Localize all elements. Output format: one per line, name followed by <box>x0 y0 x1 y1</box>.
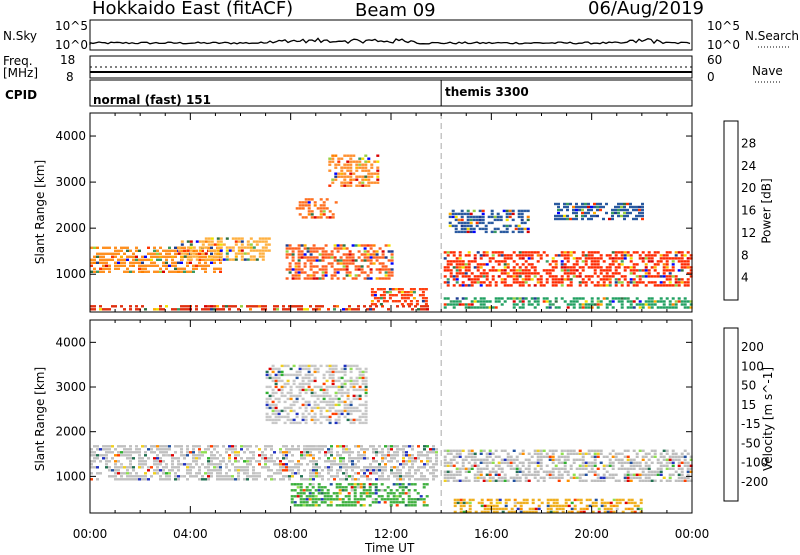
data-region-velocity-0 <box>90 445 438 481</box>
data-region-power-7 <box>443 251 693 287</box>
velocity-ylabel: Slant Range [km] <box>33 366 48 472</box>
ytick-label-velocity-1000: 1000 <box>55 469 86 483</box>
colorbar-tick-velocity-5: -50 <box>741 436 761 450</box>
xtick-label-0: 00:00 <box>73 527 108 541</box>
nave-label: Nave <box>752 64 783 78</box>
xtick-label-1: 04:00 <box>173 527 208 541</box>
colorbar-tick-velocity-1: 100 <box>741 359 764 373</box>
colorbar-tick-power-2: 20 <box>741 181 756 195</box>
data-region-power-4 <box>295 198 338 219</box>
chart-panel-velocity <box>89 319 739 514</box>
ytick-label-power-2000: 2000 <box>55 221 86 235</box>
colorbar-tick-velocity-3: 15 <box>741 398 756 412</box>
beam-label: Beam 09 <box>355 0 436 21</box>
power-colorbar-label: Power [dB] <box>759 178 774 244</box>
colorbar-frame-velocity <box>723 327 739 502</box>
xtick-label-6: 00:00 <box>675 527 710 541</box>
date-label: 06/Aug/2019 <box>588 0 704 19</box>
chart-panel-power <box>89 112 739 313</box>
data-region-power-10 <box>554 202 644 221</box>
colorbar-tick-power-4: 12 <box>741 226 756 240</box>
data-region-velocity-4 <box>453 498 643 514</box>
nsky-label: N.Sky <box>3 29 38 43</box>
freq-tick-low: 8 <box>66 70 74 84</box>
cpid-mode-normal: normal (fast) 151 <box>93 93 211 107</box>
freq-tick-high: 18 <box>60 53 76 67</box>
ytick-label-velocity-2000: 2000 <box>55 425 86 439</box>
colorbar-tick-power-1: 24 <box>741 159 756 173</box>
nave-tick-low: 0 <box>707 70 715 84</box>
nsky-tick-high: 10^5 <box>55 19 88 33</box>
xtick-label-5: 20:00 <box>574 527 609 541</box>
ytick-label-velocity-4000: 4000 <box>55 335 86 349</box>
nsearch-tick-high: 10^5 <box>707 19 740 33</box>
colorbar-tick-power-0: 28 <box>741 136 756 150</box>
colorbar-tick-velocity-2: 50 <box>741 379 756 393</box>
data-region-power-9 <box>448 209 530 234</box>
velocity-colorbar-label: Velocity [m s^-1] <box>761 366 776 472</box>
xtick-label-4: 16:00 <box>474 527 509 541</box>
nsky-panel <box>89 19 693 51</box>
ytick-label-velocity-3000: 3000 <box>55 380 86 394</box>
freq-unit: [MHz] <box>3 66 39 80</box>
data-region-power-6 <box>370 288 428 306</box>
data-region-power-2 <box>177 237 271 261</box>
nsky-trace <box>89 37 691 45</box>
cpid-label: CPID <box>5 88 38 102</box>
data-region-power-5 <box>328 154 380 187</box>
nave-tick-high: 60 <box>707 53 723 67</box>
cpid-mode-themis: themis 3300 <box>445 85 529 99</box>
x-axis-label: Time UT <box>365 541 415 555</box>
station-title: Hokkaido East (fitACF) <box>92 0 294 19</box>
colorbar-tick-velocity-7: -200 <box>741 475 768 489</box>
data-region-power-3 <box>285 244 394 280</box>
data-region-power-0 <box>90 305 429 311</box>
data-region-velocity-3 <box>443 449 693 482</box>
xtick-label-3: 12:00 <box>374 527 409 541</box>
colorbar-tick-power-5: 8 <box>741 248 749 262</box>
data-region-power-8 <box>443 297 693 309</box>
xtick-label-2: 08:00 <box>273 527 308 541</box>
colorbar-tick-power-3: 16 <box>741 204 756 218</box>
freq-label: Freq. <box>3 54 33 68</box>
nsky-tick-low: 10^0 <box>55 38 88 52</box>
ytick-label-power-3000: 3000 <box>55 175 86 189</box>
nsearch-tick-low: 10^0 <box>707 38 740 52</box>
plot-area-velocity <box>90 320 692 513</box>
ytick-label-power-1000: 1000 <box>55 267 86 281</box>
colorbar-tick-velocity-4: -15 <box>741 417 761 431</box>
ytick-label-power-4000: 4000 <box>55 129 86 143</box>
colorbar-tick-velocity-0: 200 <box>741 340 764 354</box>
nsearch-label: N.Search <box>745 29 800 43</box>
colorbar-tick-power-6: 4 <box>741 271 749 285</box>
data-region-velocity-2 <box>290 483 429 507</box>
colorbar-frame-power <box>723 120 739 301</box>
power-ylabel: Slant Range [km] <box>33 159 48 265</box>
data-region-velocity-1 <box>265 364 368 425</box>
colorbar-tick-velocity-6: -100 <box>741 456 768 470</box>
plot-area-power <box>90 113 692 312</box>
